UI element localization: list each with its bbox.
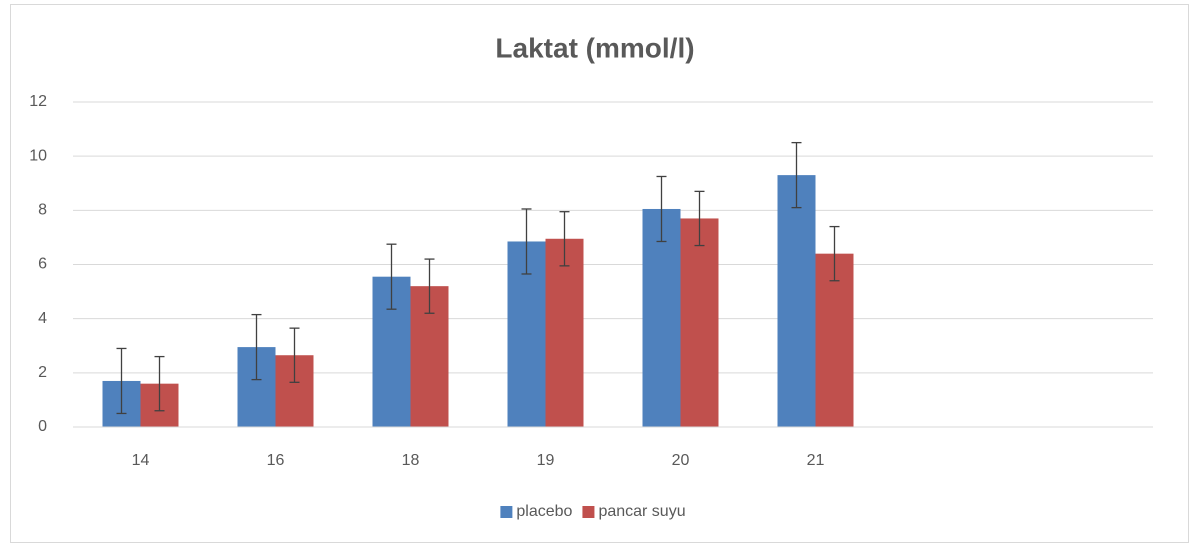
chart-title: Laktat (mmol/l) xyxy=(495,32,694,63)
x-tick-label: 19 xyxy=(537,452,555,469)
y-tick-label: 6 xyxy=(38,256,47,273)
y-tick-label: 8 xyxy=(38,202,47,219)
bar xyxy=(642,208,681,427)
bar xyxy=(777,175,816,427)
x-tick-label: 21 xyxy=(807,452,825,469)
legend-label: pancar suyu xyxy=(598,503,685,520)
y-tick-label: 0 xyxy=(38,418,47,435)
x-tick-label: 16 xyxy=(267,452,285,469)
chart-frame xyxy=(10,4,1189,543)
x-tick-label: 14 xyxy=(132,452,150,469)
bar xyxy=(545,238,584,427)
legend-swatch xyxy=(582,506,595,518)
bar xyxy=(815,253,854,427)
legend-swatch xyxy=(500,506,513,518)
y-tick-label: 10 xyxy=(29,147,47,164)
legend-label: placebo xyxy=(516,503,572,520)
x-tick-label: 20 xyxy=(672,452,690,469)
y-tick-label: 2 xyxy=(38,364,47,381)
x-tick-label: 18 xyxy=(402,452,420,469)
y-tick-label: 12 xyxy=(29,93,47,110)
y-tick-label: 4 xyxy=(38,310,47,327)
bar xyxy=(680,218,719,427)
